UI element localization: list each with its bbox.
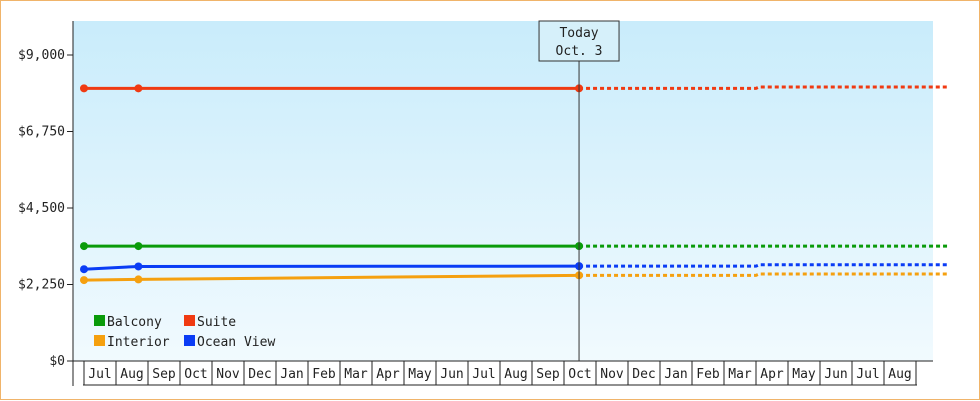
x-tick-label: Mar: [728, 367, 752, 382]
x-tick-label: Sep: [152, 367, 176, 382]
series-forecast-line: [579, 85, 948, 90]
series-forecast-line: [579, 263, 948, 268]
data-point: [80, 84, 88, 93]
legend-swatch: [94, 335, 105, 346]
x-tick-label: Apr: [376, 367, 400, 382]
x-tick-label: May: [792, 367, 816, 382]
x-tick-label: May: [408, 367, 432, 382]
x-tick-label: Jan: [664, 367, 687, 382]
legend-label: Interior: [107, 335, 170, 350]
legend-label: Balcony: [107, 315, 162, 330]
x-tick-label: Sep: [536, 367, 560, 382]
x-tick-label: Jan: [280, 367, 303, 382]
x-tick-label: Oct: [568, 367, 591, 382]
data-point: [134, 242, 143, 251]
y-tick-label: $2,250: [18, 278, 65, 293]
x-tick-label: Dec: [248, 367, 271, 382]
series-forecast-line: [579, 272, 948, 277]
x-tick-label: Dec: [632, 367, 655, 382]
y-tick-label: $6,750: [18, 125, 65, 140]
x-tick-label: Feb: [312, 367, 336, 382]
x-tick-label: Mar: [344, 367, 368, 382]
legend-label: Suite: [197, 315, 236, 330]
legend-swatch: [94, 315, 105, 326]
x-tick-label: Aug: [504, 367, 527, 382]
today-box: [538, 20, 620, 62]
x-tick-label: Aug: [888, 367, 911, 382]
x-tick-label: Nov: [216, 367, 240, 382]
x-tick-label: Feb: [696, 367, 720, 382]
y-tick-label: $0: [49, 354, 65, 369]
x-tick-label: Jun: [824, 367, 847, 382]
data-point: [80, 242, 88, 251]
plot-background: [73, 21, 933, 361]
x-tick-label: Jul: [88, 367, 111, 382]
y-tick-label: $4,500: [18, 201, 65, 216]
y-tick-label: $9,000: [18, 48, 65, 63]
data-point: [134, 275, 143, 284]
x-tick-label: Oct: [184, 367, 207, 382]
today-label: Today: [559, 26, 598, 41]
legend-swatch: [184, 315, 195, 326]
x-tick-label: Jul: [856, 367, 879, 382]
data-point: [80, 276, 88, 285]
today-date: Oct. 3: [556, 44, 603, 59]
legend-swatch: [184, 335, 195, 346]
x-tick-label: Apr: [760, 367, 784, 382]
data-point: [80, 265, 88, 274]
x-tick-label: Aug: [120, 367, 143, 382]
x-tick-label: Jun: [440, 367, 463, 382]
x-tick-label: Nov: [600, 367, 624, 382]
data-point: [134, 262, 143, 271]
legend-label: Ocean View: [197, 335, 275, 350]
x-tick-label: Jul: [472, 367, 495, 382]
data-point: [134, 84, 143, 93]
